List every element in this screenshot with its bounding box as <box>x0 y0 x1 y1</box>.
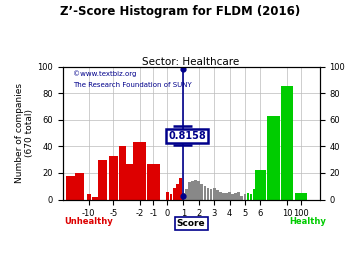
Y-axis label: Number of companies
(670 total): Number of companies (670 total) <box>15 83 35 183</box>
Bar <box>194 180 197 200</box>
Bar <box>203 186 206 200</box>
Bar <box>173 188 176 200</box>
Bar <box>92 197 95 200</box>
Bar <box>213 188 216 200</box>
Bar <box>231 194 234 200</box>
Bar <box>228 192 231 200</box>
Bar <box>98 197 101 200</box>
Bar <box>210 189 212 200</box>
Bar <box>166 192 169 200</box>
Bar <box>182 193 185 200</box>
Bar <box>234 193 237 200</box>
Bar <box>255 170 266 200</box>
Bar <box>216 190 219 200</box>
Text: Z’-Score Histogram for FLDM (2016): Z’-Score Histogram for FLDM (2016) <box>60 5 300 18</box>
Text: Score: Score <box>177 219 206 228</box>
Bar <box>109 156 118 200</box>
Bar <box>66 176 75 200</box>
Bar <box>119 146 126 200</box>
Bar <box>191 181 194 200</box>
Bar <box>188 182 191 200</box>
Text: ©www.textbiz.org: ©www.textbiz.org <box>73 70 136 77</box>
Text: Healthy: Healthy <box>289 217 326 226</box>
Bar <box>207 188 210 200</box>
Bar <box>295 193 307 200</box>
Bar <box>87 194 91 200</box>
Bar <box>197 181 200 200</box>
Bar <box>225 193 228 200</box>
Title: Sector: Healthcare: Sector: Healthcare <box>143 56 240 66</box>
Bar <box>75 173 84 200</box>
Text: The Research Foundation of SUNY: The Research Foundation of SUNY <box>73 82 192 89</box>
Bar <box>98 160 107 200</box>
Bar <box>244 194 246 200</box>
Bar <box>253 189 256 200</box>
Bar <box>219 192 222 200</box>
Bar <box>126 164 134 200</box>
Bar <box>247 193 249 200</box>
Bar <box>179 178 182 200</box>
Text: 0.8158: 0.8158 <box>168 131 206 141</box>
Bar <box>201 184 203 200</box>
Bar <box>267 116 279 200</box>
Bar <box>281 86 293 200</box>
Bar <box>170 194 172 200</box>
Text: Unhealthy: Unhealthy <box>64 217 113 226</box>
Bar <box>222 193 225 200</box>
Bar <box>147 164 159 200</box>
Bar <box>256 195 258 200</box>
Bar <box>237 192 240 200</box>
Bar <box>240 195 243 200</box>
Bar <box>134 142 146 200</box>
Bar <box>95 197 98 200</box>
Bar <box>250 194 252 200</box>
Bar <box>185 189 188 200</box>
Bar <box>176 184 179 200</box>
